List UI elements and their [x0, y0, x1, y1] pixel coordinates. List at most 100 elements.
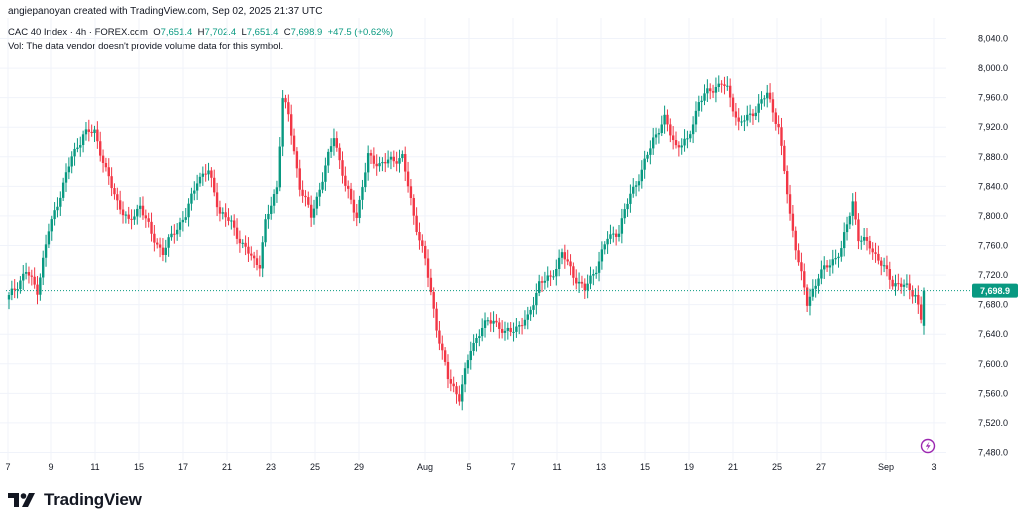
- candle: [213, 169, 216, 197]
- candle: [797, 243, 800, 266]
- candle-body: [59, 197, 62, 207]
- candle-body: [535, 292, 538, 306]
- candle-body: [489, 320, 492, 324]
- candle: [800, 252, 803, 281]
- candle-body: [700, 100, 703, 103]
- candle: [572, 262, 575, 286]
- candle: [486, 317, 490, 326]
- candle: [768, 83, 772, 103]
- candle: [580, 275, 584, 288]
- volume-note: Vol: The data vendor doesn't provide vol…: [8, 41, 284, 52]
- candle-body: [899, 283, 903, 287]
- time-tick-label: Sep: [878, 462, 894, 472]
- candle-body: [275, 187, 279, 195]
- candle: [592, 269, 595, 286]
- time-tick-label: 25: [310, 462, 320, 472]
- candle: [868, 235, 872, 255]
- candle: [19, 276, 22, 294]
- time-tick-label: 21: [222, 462, 232, 472]
- candle-body: [412, 198, 415, 216]
- candle: [232, 214, 236, 236]
- symbol-label[interactable]: CAC 40 Index · 4h · FOREX.com: [8, 27, 148, 38]
- candle: [372, 147, 376, 169]
- candle-body: [874, 252, 877, 254]
- tradingview-logo-icon: [8, 493, 35, 507]
- candle: [908, 274, 911, 300]
- candle: [181, 211, 185, 232]
- candle-body: [292, 135, 296, 152]
- candle-body: [372, 155, 376, 164]
- candle: [107, 158, 110, 185]
- candle: [138, 197, 142, 218]
- candle-body: [763, 98, 766, 100]
- chart-grid: [0, 18, 946, 460]
- candle-body: [600, 249, 604, 262]
- candle: [865, 228, 869, 251]
- candle-body: [891, 279, 894, 287]
- candle-body: [144, 215, 148, 219]
- lightning-icon[interactable]: [920, 438, 936, 454]
- time-axis: 7 9 11 15 17 21 23 25 29 Aug 5 7 11 13 15 19 21 25 27 Sep 3: [5, 462, 936, 472]
- candle-body: [766, 92, 769, 99]
- candle-body: [255, 258, 259, 266]
- candle-body: [47, 231, 51, 245]
- candle-body: [321, 181, 324, 190]
- time-tick-label: 7: [5, 462, 10, 472]
- candle-body: [854, 201, 857, 220]
- candle-body: [187, 203, 190, 218]
- candle-body: [446, 361, 450, 380]
- candle-body: [361, 187, 364, 200]
- price-tick-label: 7,960.0: [978, 93, 1008, 103]
- time-tick-label: 9: [48, 462, 53, 472]
- candle-body: [241, 242, 244, 244]
- candle: [24, 262, 28, 280]
- candle-body: [577, 281, 581, 284]
- candle-body: [811, 288, 815, 297]
- candle-body: [466, 360, 470, 369]
- candle: [352, 190, 356, 222]
- candle: [791, 204, 795, 238]
- candle: [432, 287, 435, 318]
- candle: [324, 157, 327, 191]
- chart-credit: angiepanoyan created with TradingView.co…: [8, 6, 323, 17]
- candle-body: [7, 295, 11, 300]
- candle: [79, 136, 82, 157]
- candle: [438, 320, 441, 351]
- candle: [871, 242, 874, 260]
- candle-body: [520, 325, 524, 327]
- candle-body: [235, 227, 239, 239]
- candle: [623, 203, 626, 224]
- candle-body: [677, 145, 681, 148]
- candle: [845, 216, 849, 241]
- candle: [857, 213, 860, 250]
- candle-body: [110, 176, 113, 189]
- candle-body: [432, 292, 435, 309]
- candle: [386, 150, 390, 168]
- candle: [307, 191, 310, 208]
- tradingview-logo[interactable]: TradingView: [8, 490, 142, 510]
- candle-body: [566, 259, 569, 262]
- candle-body: [768, 92, 772, 100]
- candle-body: [215, 192, 219, 208]
- candle-body: [375, 163, 378, 167]
- candle-body: [623, 209, 626, 219]
- candle: [321, 172, 324, 194]
- candle-body: [332, 138, 336, 147]
- candle: [261, 236, 264, 278]
- last-price-badge: [972, 283, 1018, 298]
- brand-name: TradingView: [44, 490, 142, 509]
- candle-body: [423, 245, 427, 259]
- candle-body: [227, 217, 230, 221]
- candle: [922, 287, 926, 335]
- candle-body: [161, 247, 165, 255]
- candle: [529, 306, 532, 321]
- candle: [406, 161, 410, 193]
- candle-body: [486, 320, 490, 322]
- candle: [891, 275, 894, 290]
- candle-body: [686, 138, 689, 140]
- candle-body: [483, 320, 487, 328]
- candle: [646, 151, 649, 163]
- candle-body: [851, 201, 854, 216]
- candle-body: [318, 189, 321, 197]
